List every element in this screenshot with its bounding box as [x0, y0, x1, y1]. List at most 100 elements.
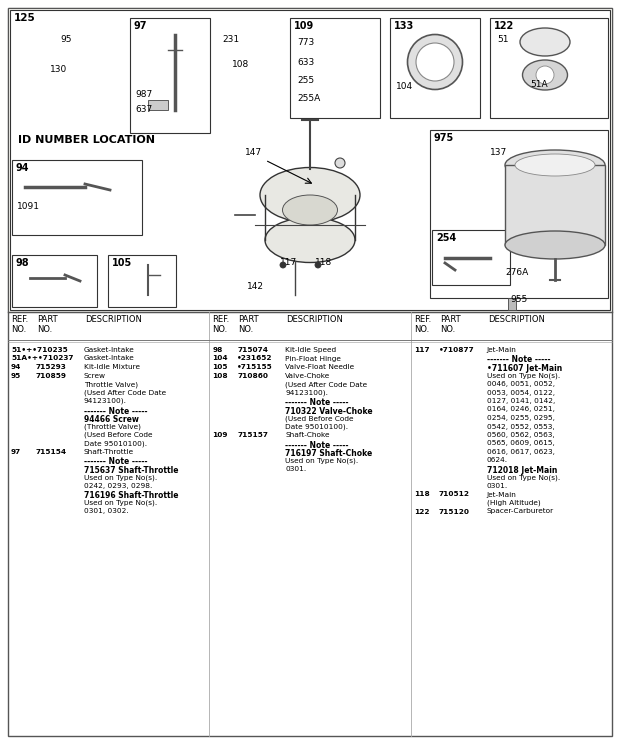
Text: 122: 122: [494, 21, 514, 31]
Text: (Used After Code Date: (Used After Code Date: [285, 381, 368, 388]
Text: 0301.: 0301.: [487, 483, 508, 489]
Text: Jet-Main: Jet-Main: [487, 492, 516, 498]
Text: Spacer-Carburetor: Spacer-Carburetor: [487, 508, 554, 515]
Text: (Used After Code Date: (Used After Code Date: [84, 390, 166, 396]
Text: 716197 Shaft-Choke: 716197 Shaft-Choke: [285, 449, 373, 458]
Text: 715293: 715293: [36, 364, 67, 370]
Circle shape: [280, 262, 286, 268]
Text: 95: 95: [11, 373, 21, 379]
Text: 51: 51: [497, 35, 508, 44]
Text: 715154: 715154: [36, 449, 67, 455]
Text: 105: 105: [212, 364, 228, 370]
Ellipse shape: [505, 231, 605, 259]
Text: 254: 254: [436, 233, 456, 243]
Text: Screw: Screw: [84, 373, 106, 379]
Text: Used on Type No(s).: Used on Type No(s).: [84, 500, 157, 507]
Text: 98: 98: [212, 347, 223, 353]
Text: 0301, 0302.: 0301, 0302.: [84, 508, 129, 515]
Text: 95: 95: [60, 35, 71, 44]
Text: Date 95010100).: Date 95010100).: [84, 440, 147, 447]
Ellipse shape: [515, 154, 595, 176]
Text: eReplacementParts.com: eReplacementParts.com: [238, 193, 382, 207]
Ellipse shape: [407, 34, 463, 89]
Text: 710860: 710860: [237, 373, 268, 379]
Text: DESCRIPTION: DESCRIPTION: [488, 315, 544, 324]
Bar: [130, 18, 210, 133]
Text: 51A•+•710237: 51A•+•710237: [11, 356, 74, 362]
Text: Throttle Valve): Throttle Valve): [84, 381, 138, 388]
Text: ------- Note -----: ------- Note -----: [84, 406, 148, 415]
Text: Used on Type No(s).: Used on Type No(s).: [285, 458, 358, 464]
Text: •710877: •710877: [439, 347, 474, 353]
Text: 0053, 0054, 0122,: 0053, 0054, 0122,: [487, 390, 555, 396]
Text: ------- Note -----: ------- Note -----: [84, 458, 148, 466]
Text: ------- Note -----: ------- Note -----: [487, 356, 550, 365]
Text: 710512: 710512: [439, 492, 470, 498]
Bar: [505, 165, 605, 245]
Text: 147: 147: [245, 148, 262, 157]
Circle shape: [335, 158, 345, 168]
Text: 710322 Valve-Choke: 710322 Valve-Choke: [285, 406, 373, 415]
Circle shape: [315, 262, 321, 268]
Text: ID NUMBER LOCATION: ID NUMBER LOCATION: [18, 135, 155, 145]
Ellipse shape: [265, 217, 355, 263]
Text: 109: 109: [212, 432, 228, 438]
Text: 137: 137: [490, 148, 507, 157]
Bar: [12, 255, 97, 307]
Bar: [490, 18, 608, 118]
Text: 0254, 0255, 0295,: 0254, 0255, 0295,: [487, 415, 554, 421]
Text: Shaft-Throttle: Shaft-Throttle: [84, 449, 134, 455]
Text: 712018 Jet-Main: 712018 Jet-Main: [487, 466, 557, 475]
Text: ------- Note -----: ------- Note -----: [285, 398, 349, 407]
Text: PART
NO.: PART NO.: [238, 315, 259, 334]
Text: 94: 94: [16, 163, 30, 173]
Text: 716196 Shaft-Throttle: 716196 Shaft-Throttle: [84, 492, 179, 501]
Text: 975: 975: [434, 133, 454, 143]
Text: 0164, 0246, 0251,: 0164, 0246, 0251,: [487, 406, 554, 412]
Text: 0242, 0293, 0298.: 0242, 0293, 0298.: [84, 483, 153, 489]
Text: REF.
NO.: REF. NO.: [212, 315, 229, 334]
Text: Shaft-Choke: Shaft-Choke: [285, 432, 330, 438]
Bar: [290, 18, 380, 118]
Bar: [432, 230, 510, 285]
Text: 122: 122: [414, 508, 429, 515]
Text: DESCRIPTION: DESCRIPTION: [286, 315, 343, 324]
Text: Used on Type No(s).: Used on Type No(s).: [487, 373, 560, 379]
Ellipse shape: [536, 66, 554, 84]
Ellipse shape: [260, 167, 360, 222]
Text: 94: 94: [11, 364, 21, 370]
Ellipse shape: [520, 28, 570, 56]
Text: 633: 633: [297, 58, 314, 67]
Text: PART
NO.: PART NO.: [440, 315, 460, 334]
Ellipse shape: [416, 43, 454, 81]
Text: (Used Before Code: (Used Before Code: [84, 432, 153, 438]
Ellipse shape: [523, 60, 567, 90]
Text: 51•+•710235: 51•+•710235: [11, 347, 68, 353]
Text: Jet-Main: Jet-Main: [487, 347, 516, 353]
Text: 125: 125: [14, 13, 36, 23]
Text: 0046, 0051, 0052,: 0046, 0051, 0052,: [487, 381, 555, 387]
Text: 117: 117: [280, 258, 297, 267]
Text: 94123100).: 94123100).: [285, 390, 329, 396]
Text: (High Altitude): (High Altitude): [487, 500, 541, 507]
Text: 104: 104: [212, 356, 228, 362]
Text: 255: 255: [297, 76, 314, 85]
Text: 0560, 0562, 0563,: 0560, 0562, 0563,: [487, 432, 554, 438]
Text: 710859: 710859: [36, 373, 67, 379]
Text: 130: 130: [50, 65, 67, 74]
Text: 0616, 0617, 0623,: 0616, 0617, 0623,: [487, 449, 554, 455]
Text: 987: 987: [135, 90, 153, 99]
Text: Valve-Float Needle: Valve-Float Needle: [285, 364, 355, 370]
Text: DESCRIPTION: DESCRIPTION: [85, 315, 142, 324]
Ellipse shape: [283, 195, 337, 225]
Text: 276A: 276A: [505, 268, 528, 277]
Text: Pin-Float Hinge: Pin-Float Hinge: [285, 356, 341, 362]
Text: •711607 Jet-Main: •711607 Jet-Main: [487, 364, 562, 373]
Text: 108: 108: [212, 373, 228, 379]
Text: 118: 118: [414, 492, 430, 498]
Text: REF.
NO.: REF. NO.: [11, 315, 29, 334]
Text: (Used Before Code: (Used Before Code: [285, 415, 354, 422]
Text: 0624.: 0624.: [487, 458, 508, 464]
Text: 108: 108: [232, 60, 249, 69]
Text: 773: 773: [297, 38, 314, 47]
